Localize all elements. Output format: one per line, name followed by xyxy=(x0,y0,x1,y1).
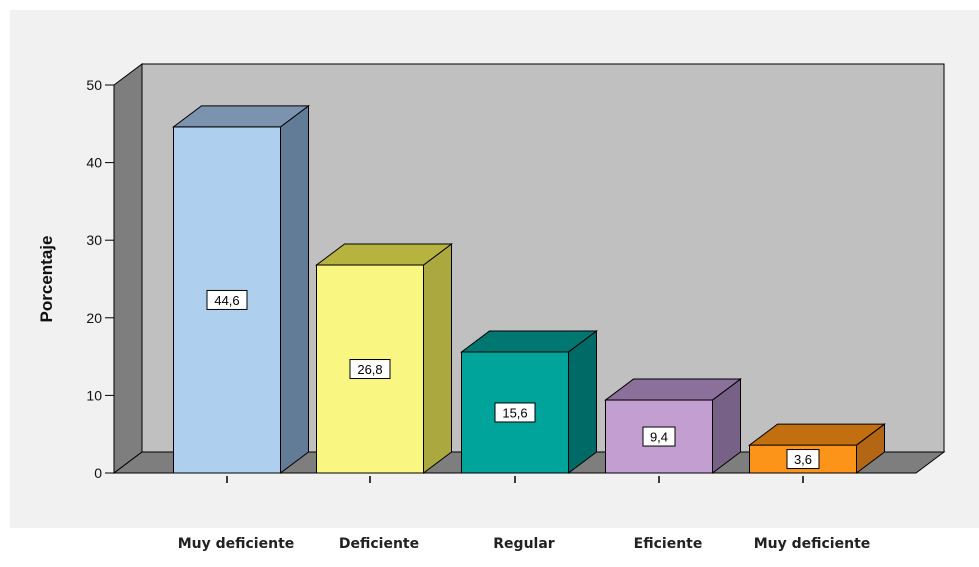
data-label: 9,4 xyxy=(650,430,668,445)
bar-side xyxy=(568,329,597,474)
bar-side xyxy=(423,243,452,474)
bar-top xyxy=(315,243,453,266)
y-tick-label: 40 xyxy=(86,155,102,171)
data-label: 3,6 xyxy=(794,452,812,467)
x-category-label: Muy deficiente xyxy=(177,536,295,552)
data-label-box xyxy=(349,359,391,380)
bar-side xyxy=(280,104,309,474)
data-label: 44,6 xyxy=(214,293,239,308)
data-label-box xyxy=(642,426,676,447)
bar-top xyxy=(460,330,598,353)
y-axis-title: Porcentaje xyxy=(37,236,56,323)
x-category-label: Regular xyxy=(493,536,555,552)
y-tick-label: 20 xyxy=(86,310,102,326)
x-category-label: Muy deficiente xyxy=(753,536,871,552)
bar-top xyxy=(748,423,886,446)
left-wall xyxy=(113,63,143,474)
bar-front xyxy=(316,264,424,474)
data-label-box xyxy=(494,402,536,423)
x-category-label: Eficiente xyxy=(633,536,703,552)
y-tick-label: 50 xyxy=(86,77,102,93)
bar-top xyxy=(172,105,310,128)
data-label-box xyxy=(786,449,820,470)
data-label-box xyxy=(206,289,248,310)
y-tick-label: 10 xyxy=(86,387,102,403)
data-label: 15,6 xyxy=(502,405,527,420)
y-tick-label: 0 xyxy=(94,465,102,481)
y-tick-label: 30 xyxy=(86,232,102,248)
category-labels: Muy deficiente Deficiente Regular Eficiente… xyxy=(0,536,979,560)
x-category-label: Deficiente xyxy=(338,536,420,552)
data-label: 26,8 xyxy=(357,362,382,377)
bar-top xyxy=(604,378,742,401)
